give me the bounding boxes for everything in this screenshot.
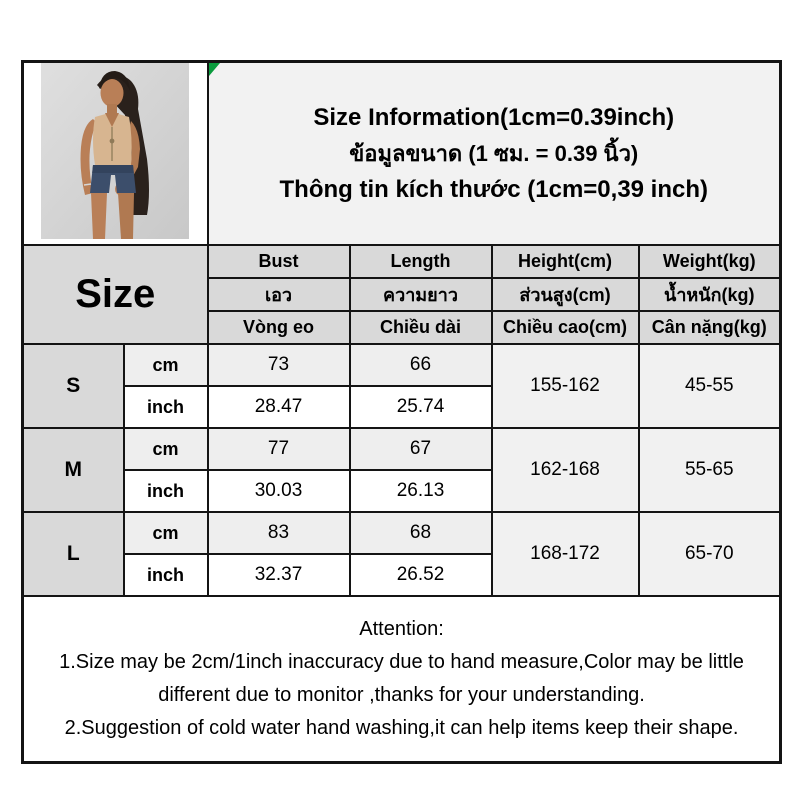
row-m-inch: inch 30.03 26.13 [23, 469, 781, 513]
m-weight: 55-65 [637, 427, 782, 513]
attention-row: Attention: 1.Size may be 2cm/1inch inacc… [21, 595, 782, 763]
s-inch-length: 25.74 [348, 385, 493, 429]
photo-title-row: Size Information(1cm=0.39inch) ข้อมูลขนา… [21, 60, 782, 246]
size-l-label: L [21, 511, 125, 597]
l-inch-bust: 32.37 [206, 553, 351, 597]
row-s-cm: S cm 73 66 155-162 45-55 [21, 343, 782, 429]
row-l-cm: L cm 83 68 168-172 65-70 [21, 511, 782, 597]
title-cell: Size Information(1cm=0.39inch) ข้อมูลขนา… [206, 60, 782, 246]
title-english: Size Information(1cm=0.39inch) [313, 103, 675, 131]
attention-cell: Attention: 1.Size may be 2cm/1inch inacc… [21, 595, 782, 763]
header-row-th: เอว ความยาว ส่วนสูง(cm) น้ำหนัก(kg) [23, 277, 782, 312]
size-m-label: M [21, 427, 125, 513]
col-height-en: Height(cm) [490, 244, 640, 279]
s-unit-cm: cm [122, 343, 209, 387]
l-cm-length: 68 [348, 511, 493, 555]
title-vietnamese: Thông tin kích thước (1cm=0,39 inch) [279, 175, 709, 203]
m-inch-length: 26.13 [348, 469, 493, 513]
cell-comment-flag-icon [209, 63, 220, 76]
s-inch-bust: 28.47 [206, 385, 351, 429]
col-weight-en: Weight(kg) [637, 244, 782, 279]
product-photo-cell [21, 60, 209, 246]
m-cm-length: 67 [348, 427, 493, 471]
l-unit-inch: inch [122, 553, 209, 597]
attention-note-2: 2.Suggestion of cold water hand washing,… [64, 716, 739, 739]
s-unit-inch: inch [122, 385, 209, 429]
s-height: 155-162 [490, 343, 640, 429]
col-bust-vi: Vòng eo [206, 310, 351, 345]
row-l-inch: inch 32.37 26.52 [23, 553, 781, 597]
m-inch-bust: 30.03 [206, 469, 351, 513]
attention-heading: Attention: [359, 617, 444, 640]
col-length-th: ความยาว [348, 277, 493, 312]
col-bust-th: เอว [206, 277, 351, 312]
col-bust-en: Bust [206, 244, 351, 279]
header-row-vi: Vòng eo Chiều dài Chiều cao(cm) Cân nặng… [23, 310, 782, 345]
l-weight: 65-70 [637, 511, 782, 597]
col-height-th: ส่วนสูง(cm) [490, 277, 640, 312]
s-cm-length: 66 [348, 343, 493, 387]
header-row-en: Size Bust Length Height(cm) Weight(kg) [21, 244, 782, 345]
col-weight-vi: Cân nặng(kg) [637, 310, 782, 345]
l-cm-bust: 83 [206, 511, 351, 555]
s-cm-bust: 73 [206, 343, 351, 387]
col-weight-th: น้ำหนัก(kg) [637, 277, 782, 312]
size-corner-label: Size [21, 244, 209, 345]
size-s-label: S [21, 343, 125, 429]
m-cm-bust: 77 [206, 427, 351, 471]
product-photo [41, 63, 190, 239]
col-height-vi: Chiều cao(cm) [490, 310, 640, 345]
title-thai: ข้อมูลขนาด (1 ซม. = 0.39 นิ้ว) [349, 140, 639, 166]
l-height: 168-172 [490, 511, 640, 597]
s-weight: 45-55 [637, 343, 782, 429]
l-inch-length: 26.52 [348, 553, 493, 597]
row-m-cm: M cm 77 67 162-168 55-65 [21, 427, 782, 513]
attention-note-1: 1.Size may be 2cm/1inch inaccuracy due t… [59, 650, 744, 706]
m-unit-inch: inch [122, 469, 209, 513]
m-unit-cm: cm [122, 427, 209, 471]
row-s-inch: inch 28.47 25.74 [23, 385, 781, 429]
size-chart-table: Size Information(1cm=0.39inch) ข้อมูลขนา… [21, 60, 783, 764]
col-length-vi: Chiều dài [348, 310, 493, 345]
col-length-en: Length [348, 244, 493, 279]
m-height: 162-168 [490, 427, 640, 513]
l-unit-cm: cm [122, 511, 209, 555]
